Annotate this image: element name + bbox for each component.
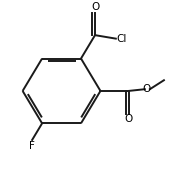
Text: Cl: Cl [117, 34, 127, 44]
Text: F: F [29, 141, 35, 151]
Text: O: O [142, 84, 151, 94]
Text: O: O [124, 114, 133, 124]
Text: O: O [91, 2, 99, 12]
